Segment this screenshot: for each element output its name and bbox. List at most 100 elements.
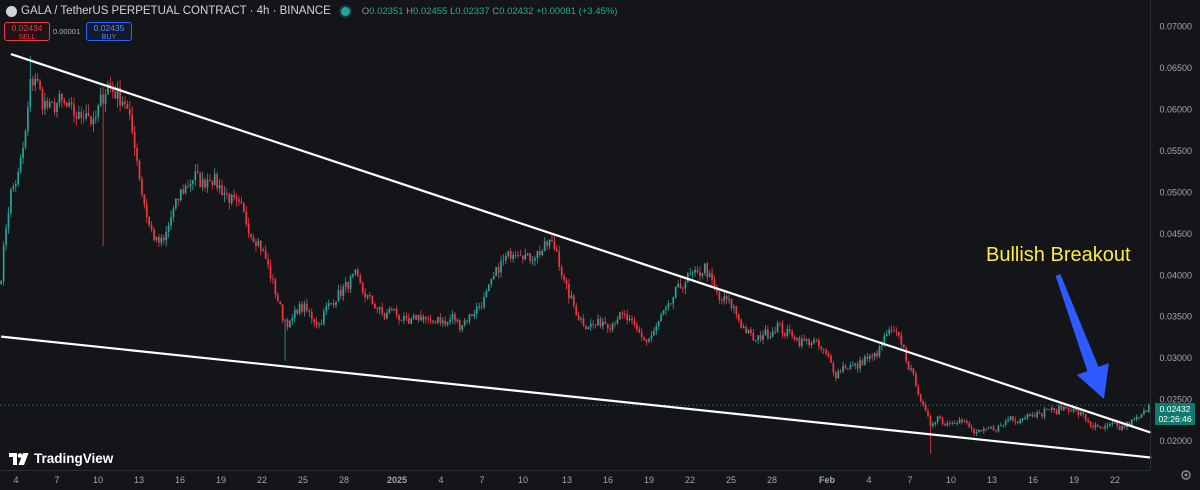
buy-price: 0.02435 <box>93 23 125 33</box>
sell-price: 0.02434 <box>11 23 43 33</box>
candle-body <box>85 113 87 119</box>
candle-body <box>1092 425 1094 428</box>
candle-body <box>677 283 679 287</box>
candle-body <box>849 365 852 369</box>
candle-body <box>145 204 148 217</box>
candle-body <box>684 282 687 289</box>
settings-gear-icon[interactable] <box>1180 469 1192 481</box>
candle-body <box>713 280 716 288</box>
candle-body <box>674 286 677 298</box>
candle-body <box>175 198 177 209</box>
candle-body <box>1145 410 1148 413</box>
candle-body <box>808 339 810 346</box>
candle-body <box>682 287 684 289</box>
candle-body <box>415 315 417 320</box>
candle-body <box>1031 415 1034 416</box>
candle-body <box>303 303 306 312</box>
ohlc-readout: O0.02351 H0.02455 L0.02337 C0.02432 +0.0… <box>361 5 618 17</box>
candle-body <box>1063 406 1065 410</box>
candle-body <box>754 339 757 341</box>
candle-body <box>449 319 451 322</box>
candle-body <box>332 302 335 306</box>
candle-body <box>102 94 104 104</box>
candle-body <box>276 294 279 302</box>
buy-label: BUY <box>101 34 117 41</box>
candle-body <box>390 308 393 311</box>
x-tick-label: 13 <box>134 475 144 485</box>
sell-button[interactable]: 0.02434 SELL <box>4 22 50 41</box>
candle-body <box>941 418 944 424</box>
candle-body <box>1067 408 1070 412</box>
y-tick-label: 0.05000 <box>1159 187 1192 197</box>
candle-body <box>1101 427 1104 429</box>
trendline-upper[interactable] <box>10 53 1152 434</box>
candle-body <box>842 365 844 372</box>
candle-body <box>274 279 277 295</box>
candle-body <box>868 355 871 359</box>
candle-body <box>99 94 102 106</box>
candle-body <box>762 335 764 340</box>
spread-value: 0.00001 <box>53 27 81 36</box>
candle-body <box>922 401 925 405</box>
candle-body <box>895 331 898 333</box>
candle-body <box>68 102 70 107</box>
x-tick-label: 10 <box>946 475 956 485</box>
candle-body <box>301 304 303 312</box>
candle-body <box>939 416 941 419</box>
candle-body <box>565 280 568 284</box>
trendline-lower[interactable] <box>1 335 1152 459</box>
tradingview-logo[interactable]: TradingView <box>9 451 113 466</box>
candle-body <box>97 105 100 117</box>
candle-body <box>611 323 614 330</box>
chart-header: GALA / TetherUS PERPETUAL CONTRACT · 4h … <box>6 3 617 19</box>
symbol-title[interactable]: GALA / TetherUS PERPETUAL CONTRACT · 4h … <box>21 5 331 17</box>
candle-body <box>936 416 939 422</box>
candle-body <box>1106 425 1109 427</box>
candle-body <box>1038 412 1041 414</box>
candle-body <box>155 236 158 241</box>
candle-body <box>793 336 796 340</box>
candle-body <box>495 267 497 276</box>
candle-body <box>800 338 803 347</box>
candle-body <box>990 426 992 428</box>
candle-body <box>500 261 502 273</box>
candle-body <box>1004 421 1007 425</box>
candle-body <box>970 427 973 429</box>
y-tick-label: 0.07000 <box>1159 22 1192 32</box>
candle-body <box>514 254 517 256</box>
candle-body <box>854 363 857 366</box>
candle-body <box>667 303 670 308</box>
candle-body <box>405 315 408 319</box>
candle-body <box>660 314 662 321</box>
candle-body <box>708 273 711 278</box>
candle-body <box>24 131 27 148</box>
candle-body <box>900 335 903 345</box>
candle-body <box>934 421 937 424</box>
candle-body <box>1009 416 1012 420</box>
breakout-arrow[interactable] <box>1055 274 1109 399</box>
candle-body <box>80 112 83 118</box>
candle-body <box>298 304 301 314</box>
candle-body <box>1080 412 1082 416</box>
annotation-text[interactable]: Bullish Breakout <box>986 244 1131 266</box>
candle-body <box>1053 407 1056 410</box>
candle-body <box>225 193 228 194</box>
y-tick-label: 0.06500 <box>1159 63 1192 73</box>
candle-body <box>531 260 534 262</box>
candle-body <box>228 193 231 204</box>
candle-body <box>502 260 505 262</box>
y-tick-label: 0.04000 <box>1159 270 1192 280</box>
last-price: 0.02432 <box>1159 404 1191 414</box>
candle-body <box>281 304 284 321</box>
buy-button[interactable]: 0.02435 BUY <box>86 22 132 41</box>
candle-body <box>599 318 602 327</box>
candle-body <box>723 296 726 301</box>
x-tick-label: 16 <box>603 475 613 485</box>
candle-body <box>1147 405 1150 412</box>
candle-body <box>150 225 153 230</box>
candle-body <box>128 108 131 115</box>
candle-body <box>546 241 548 246</box>
candle-body <box>357 269 359 276</box>
